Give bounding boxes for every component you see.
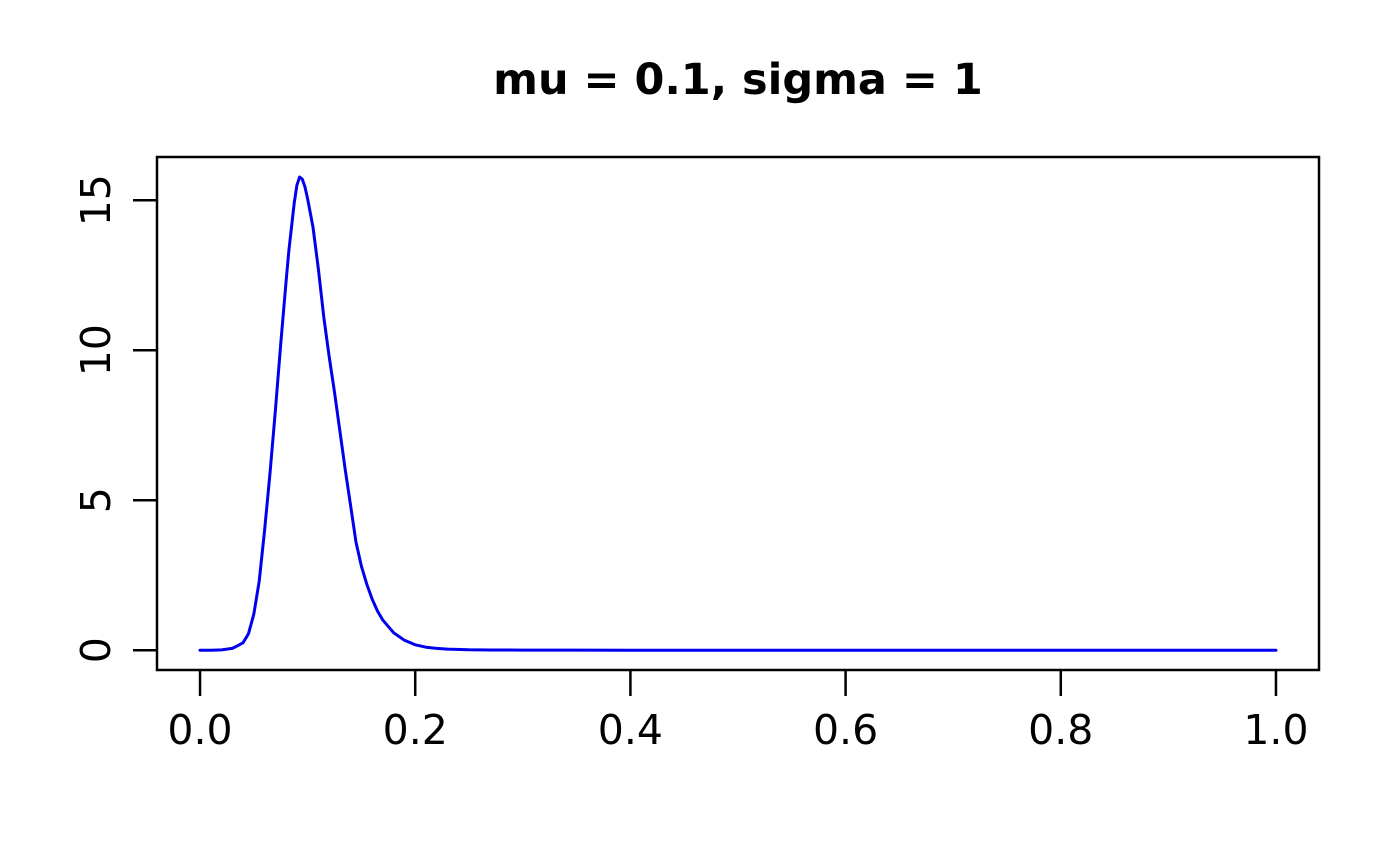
- y-tick-label: 5: [72, 487, 120, 513]
- x-axis: 0.0 0.2 0.4 0.6 0.8 1.0: [167, 670, 1309, 754]
- chart-title: mu = 0.1, sigma = 1: [493, 55, 983, 105]
- density-curve: [198, 175, 1278, 652]
- x-tick-label: 0.8: [1028, 706, 1093, 754]
- x-tick-label: 0.0: [167, 706, 232, 754]
- x-tick-label: 0.2: [383, 706, 448, 754]
- x-tick-label: 1.0: [1243, 706, 1308, 754]
- x-tick-label: 0.6: [813, 706, 878, 754]
- x-tick-label: 0.4: [598, 706, 663, 754]
- y-tick-label: 10: [72, 324, 120, 376]
- y-axis: 0 5 10 15: [72, 174, 157, 663]
- y-tick-label: 15: [72, 174, 120, 226]
- y-tick-label: 0: [72, 637, 120, 663]
- plot-frame: [155, 155, 1321, 672]
